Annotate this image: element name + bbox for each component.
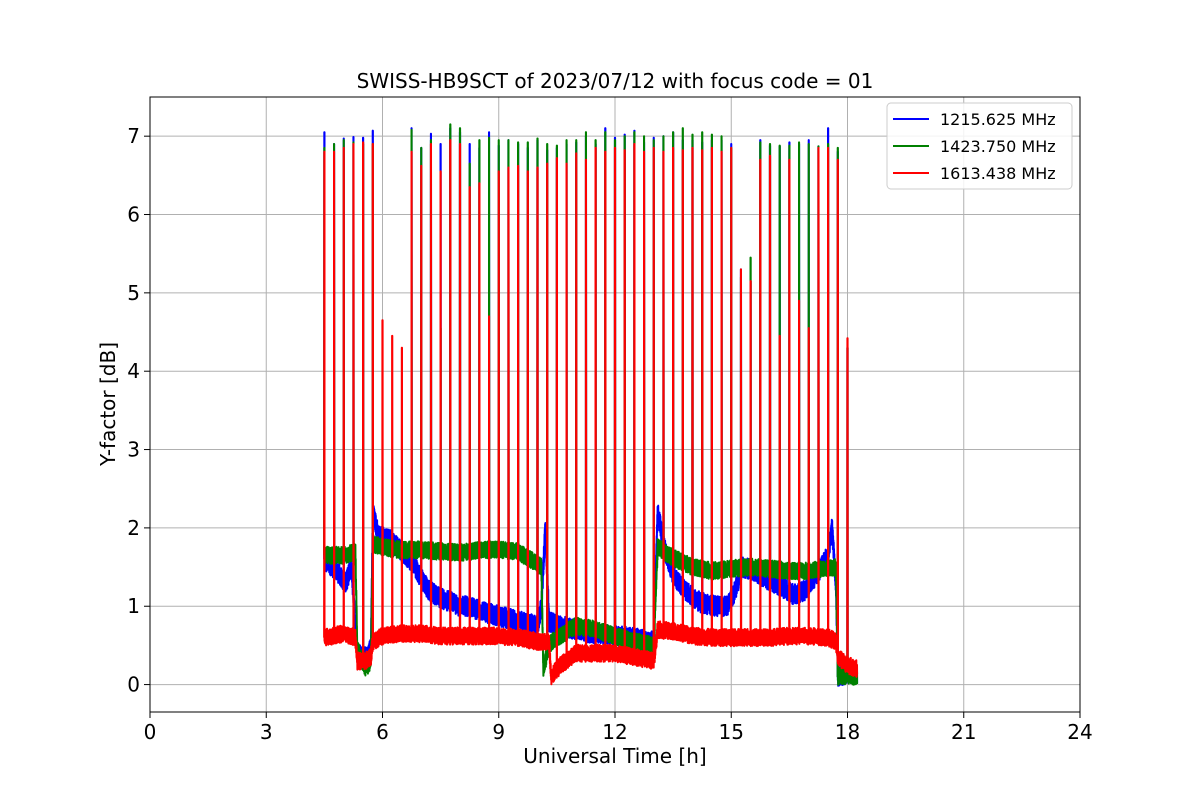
legend-box	[886, 102, 1073, 190]
x-axis-ticks: 0 3 6 9 12 15 18 21 24	[144, 712, 1093, 744]
legend-label: 1613.438 MHz	[940, 164, 1056, 183]
y-axis-label: Y-factor [dB]	[96, 342, 120, 467]
legend-label: 1215.625 MHz	[940, 110, 1056, 129]
x-tick-label: 6	[376, 720, 389, 744]
y-tick-label: 5	[127, 281, 140, 305]
y-tick-label: 6	[127, 203, 140, 227]
x-tick-label: 0	[144, 720, 157, 744]
chart-title: SWISS-HB9SCT of 2023/07/12 with focus co…	[357, 69, 874, 93]
series-line-2	[323, 123, 859, 686]
x-tick-label: 12	[602, 720, 627, 744]
legend: 1215.625 MHz 1423.750 MHz 1613.438 MHz	[886, 102, 1073, 190]
x-tick-label: 9	[492, 720, 505, 744]
y-axis-ticks: 0 1 2 3 4 5 6 7	[127, 124, 150, 697]
y-tick-label: 0	[127, 673, 140, 697]
x-tick-label: 24	[1067, 720, 1092, 744]
y-tick-label: 1	[127, 594, 140, 618]
y-tick-label: 7	[127, 124, 140, 148]
x-tick-label: 21	[951, 720, 976, 744]
x-tick-label: 3	[260, 720, 273, 744]
series-line-3	[323, 139, 859, 686]
x-tick-label: 15	[719, 720, 744, 744]
y-tick-label: 3	[127, 438, 140, 462]
y-tick-label: 2	[127, 516, 140, 540]
series-layer	[323, 123, 859, 687]
x-tick-label: 18	[835, 720, 860, 744]
y-tick-label: 4	[127, 359, 140, 383]
x-axis-label: Universal Time [h]	[523, 744, 706, 768]
legend-label: 1423.750 MHz	[940, 137, 1056, 156]
